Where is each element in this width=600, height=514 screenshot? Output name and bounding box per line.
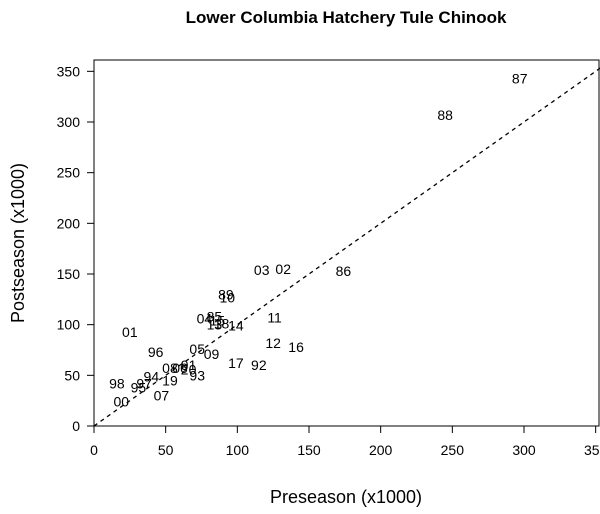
point-label-12: 12 [265,335,281,351]
x-tick-label-0: 0 [90,442,98,458]
one-to-one-reference-line [93,67,600,427]
x-tick-label-1: 50 [158,442,174,458]
point-label-98: 98 [109,375,125,391]
point-label-17: 17 [228,355,244,371]
point-label-05: 05 [189,341,205,357]
point-label-01: 01 [122,324,138,340]
y-tick-label-6: 300 [57,114,81,130]
point-label-94: 94 [144,368,160,384]
x-tick-label-6: 300 [512,442,536,458]
point-label-86: 86 [336,263,352,279]
point-label-88: 88 [437,107,453,123]
point-label-92: 92 [251,357,267,373]
point-label-10: 10 [220,289,236,305]
y-tick-label-7: 350 [57,63,81,79]
point-label-16: 16 [288,339,304,355]
y-tick-label-3: 150 [57,266,81,282]
point-label-85: 85 [207,309,223,325]
x-tick-label-2: 100 [226,442,250,458]
point-label-20: 20 [181,361,197,377]
point-label-18: 18 [214,316,230,332]
point-label-14: 14 [228,318,244,334]
point-label-06: 06 [172,360,188,376]
plot-frame [93,59,600,427]
x-tick-label-5: 250 [441,442,465,458]
point-label-19: 19 [162,372,178,388]
point-label-13: 13 [207,317,223,333]
point-label-15: 15 [209,313,225,329]
point-label-89: 89 [218,286,234,302]
point-label-96: 96 [148,344,164,360]
x-axis-title: Preseason (x1000) [270,487,422,507]
point-label-87: 87 [512,70,528,86]
y-axis: 0 50 100 150 200 250 300 350 [57,63,94,434]
chart-title: Lower Columbia Hatchery Tule Chinook [186,8,507,27]
y-tick-label-0: 0 [72,418,80,434]
point-label-11: 11 [267,310,282,326]
y-axis-title: Postseason (x1000) [8,163,28,323]
x-tick-label-4: 200 [369,442,393,458]
x-tick-label-3: 150 [297,442,321,458]
y-tick-label-5: 250 [57,165,81,181]
point-label-08: 08 [162,360,178,376]
point-label-02: 02 [275,261,291,277]
point-label-97: 97 [136,375,152,391]
point-label-91: 91 [181,357,197,373]
point-label-07: 07 [154,388,170,404]
x-axis: 0 50 100 150 200 250 300 350 [90,426,600,458]
point-label-00: 00 [113,394,129,410]
point-label-03: 03 [254,262,270,278]
y-tick-label-1: 50 [64,367,80,383]
point-label-09: 09 [204,346,220,362]
point-label-93: 93 [189,367,205,383]
x-tick-label-7: 350 [584,442,600,458]
point-label-95: 95 [131,379,147,395]
y-tick-label-2: 100 [57,317,81,333]
y-tick-label-4: 200 [57,215,81,231]
point-label-04: 04 [197,311,213,327]
